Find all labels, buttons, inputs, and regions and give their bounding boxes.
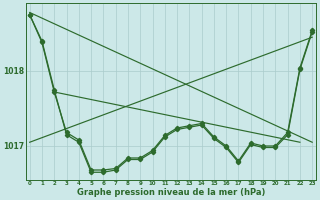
X-axis label: Graphe pression niveau de la mer (hPa): Graphe pression niveau de la mer (hPa) (77, 188, 265, 197)
